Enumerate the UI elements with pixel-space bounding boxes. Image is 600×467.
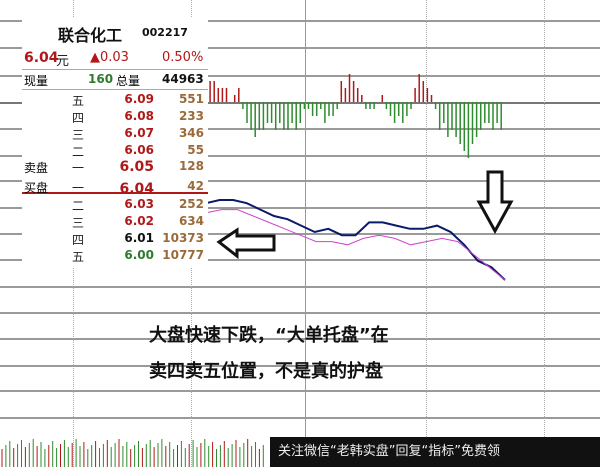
grid-line — [0, 312, 600, 314]
annotation-text: 大盘快速下跌，“大单托盘”在 卖四卖五位置，不是真的护盘 — [149, 318, 389, 390]
bid-volume: 10373 — [162, 231, 204, 245]
bid-price: 6.01 — [124, 231, 154, 245]
ask-volume: 128 — [178, 159, 204, 173]
bid-ask-divider — [22, 192, 208, 194]
bid-volume: 10777 — [162, 248, 204, 262]
ask-row-2: 二 6.06 55 — [22, 143, 208, 159]
price-row: 6.04 元 ▲0.03 0.50% — [22, 50, 208, 69]
ask-volume: 233 — [178, 109, 204, 123]
histogram-bars — [205, 74, 502, 158]
bid-row-5: 五 6.00 10777 — [22, 248, 208, 264]
grid-line — [0, 286, 600, 288]
annotation-line: 大盘快速下跌，“大单托盘”在 — [149, 325, 389, 346]
grid-line — [305, 0, 306, 467]
level-label: 二 — [72, 145, 85, 159]
ask-row-1: 卖盘 一 6.05 128 — [22, 159, 208, 175]
grid-line — [0, 390, 600, 392]
grid-line — [0, 338, 600, 340]
watermark-banner: 关注微信“老韩实盘”回复“指标”免费领 — [270, 437, 600, 467]
level-label: 一 — [72, 161, 85, 175]
stock-name: 联合化工 — [58, 26, 123, 45]
buy-label: 买盘 — [24, 181, 49, 195]
arrow-down-icon — [476, 170, 514, 235]
bid-volume: 252 — [178, 197, 204, 211]
total-volume: 44963 — [162, 72, 204, 86]
grid-line — [0, 47, 600, 49]
grid-line — [0, 180, 600, 182]
grid-line — [0, 233, 600, 235]
level-label: 二 — [72, 199, 85, 213]
grid-line — [0, 128, 600, 130]
annotation-line: 卖四卖五位置，不是真的护盘 — [149, 361, 383, 382]
volume-bars — [1, 439, 264, 467]
stock-code: 002217 — [142, 26, 188, 39]
ask-volume: 551 — [178, 92, 204, 106]
bid-row-2: 二 6.03 252 — [22, 197, 208, 213]
arrow-left-icon — [216, 227, 276, 260]
divider — [22, 89, 208, 90]
bid-price: 6.04 — [119, 181, 154, 197]
grid-line — [0, 207, 600, 209]
level-label: 四 — [72, 233, 85, 247]
bid-row-1: 买盘 一 6.04 42 — [22, 179, 208, 197]
ask-price: 6.05 — [119, 159, 154, 175]
current-volume: 160 — [88, 72, 114, 86]
grid-line — [544, 0, 545, 467]
ask-price: 6.07 — [124, 126, 154, 140]
ask-price: 6.08 — [124, 109, 154, 123]
divider — [22, 69, 208, 70]
grid-line — [0, 20, 600, 22]
grid-line — [0, 417, 600, 419]
level-label: 三 — [72, 216, 85, 230]
bid-row-3: 三 6.02 634 — [22, 214, 208, 230]
grid-line — [0, 259, 600, 261]
sell-label: 卖盘 — [24, 161, 49, 175]
quote-panel: 联合化工 002217 6.04 元 ▲0.03 0.50% 现量 160 总量… — [22, 18, 208, 268]
price-unit: 元 — [56, 54, 70, 69]
ask-price: 6.09 — [124, 92, 154, 106]
ask-price: 6.06 — [124, 143, 154, 157]
ask-row-5: 五 6.09 551 — [22, 92, 208, 108]
grid-line — [426, 0, 427, 467]
average-line — [205, 209, 506, 281]
volume-row: 现量 160 总量 44963 — [22, 72, 208, 88]
level-label: 五 — [72, 250, 85, 264]
bid-price: 6.02 — [124, 214, 154, 228]
price-line — [205, 199, 506, 281]
grid-line — [0, 155, 600, 157]
current-volume-label: 现量 — [24, 74, 49, 88]
bid-price: 6.03 — [124, 197, 154, 211]
ask-volume: 346 — [178, 126, 204, 140]
grid-line — [0, 365, 600, 367]
level-label: 四 — [72, 111, 85, 125]
ask-row-3: 三 6.07 346 — [22, 126, 208, 142]
price-change: ▲0.03 — [90, 50, 129, 65]
bid-volume: 42 — [187, 179, 204, 193]
level-label: 一 — [72, 181, 85, 195]
level-label: 五 — [72, 94, 85, 108]
ask-row-4: 四 6.08 233 — [22, 109, 208, 125]
total-volume-label: 总量 — [116, 74, 141, 88]
bid-price: 6.00 — [124, 248, 154, 262]
ask-volume: 55 — [187, 143, 204, 157]
grid-line — [0, 75, 600, 77]
level-label: 三 — [72, 128, 85, 142]
current-price: 6.04 — [24, 50, 59, 66]
price-change-pct: 0.50% — [162, 50, 204, 65]
bid-volume: 634 — [178, 214, 204, 228]
bid-row-4: 四 6.01 10373 — [22, 231, 208, 247]
